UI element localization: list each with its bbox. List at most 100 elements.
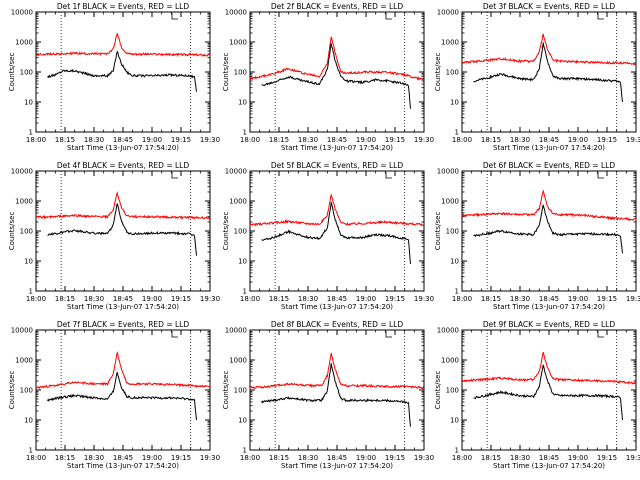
y-tick-label: 10000: [11, 327, 33, 335]
y-tick-label: 100: [20, 228, 33, 236]
x-tick-label: 19:15: [385, 136, 405, 144]
panel-title: Det 5f BLACK = Events, RED = LLD: [271, 161, 404, 170]
y-tick-label: 100: [20, 69, 33, 77]
corner-bracket-mark: [171, 331, 178, 338]
lld-series-line: [249, 352, 425, 390]
y-tick-label: 10000: [225, 327, 247, 335]
y-tick-label: 10000: [225, 168, 247, 176]
x-tick-label: 19:30: [414, 295, 434, 303]
x-tick-label: 18:00: [240, 136, 260, 144]
events-series-line: [261, 201, 411, 264]
events-series-line: [47, 203, 197, 256]
panel-8: Det 8f BLACK = Events, RED = LLD 1 10 100 10…: [222, 320, 434, 470]
x-tick-label: 19:15: [385, 454, 405, 462]
y-axis-label: Counts/sec: [434, 371, 442, 410]
lld-series-line: [35, 351, 211, 390]
panel-title: Det 1f BLACK = Events, RED = LLD: [57, 2, 190, 11]
x-tick-label: 19:00: [568, 295, 588, 303]
events-series-line: [261, 363, 411, 427]
x-tick-label: 19:00: [356, 454, 376, 462]
lld-series-line: [249, 36, 425, 81]
x-tick-label: 18:45: [327, 454, 347, 462]
x-tick-label: 18:30: [298, 295, 318, 303]
x-tick-label: 18:30: [298, 454, 318, 462]
y-axis-label: Counts/sec: [8, 371, 16, 410]
x-tick-label: 18:30: [510, 454, 530, 462]
y-tick-label: 100: [20, 387, 33, 395]
y-tick-label: 10: [24, 258, 33, 266]
x-tick-label: 18:00: [240, 295, 260, 303]
x-axis-label: Start Time (13-Jun-07 17:54:20): [67, 144, 179, 152]
x-tick-label: 18:00: [26, 454, 46, 462]
y-tick-label: 10: [450, 417, 459, 425]
y-tick-label: 10: [238, 417, 247, 425]
lld-series-line: [461, 33, 637, 66]
x-tick-label: 18:45: [113, 295, 133, 303]
plot-frame: [249, 170, 425, 292]
y-tick-label: 10000: [437, 168, 459, 176]
panel-title: Det 8f BLACK = Events, RED = LLD: [271, 320, 404, 329]
plot-frame: [461, 170, 637, 292]
lld-series-line: [35, 191, 211, 220]
y-axis-label: Counts/sec: [434, 53, 442, 92]
x-tick-label: 19:15: [597, 136, 617, 144]
x-tick-label: 19:30: [626, 454, 640, 462]
events-series-line: [47, 371, 197, 421]
x-tick-label: 19:15: [171, 454, 191, 462]
x-tick-label: 19:00: [142, 454, 162, 462]
x-tick-label: 19:00: [142, 136, 162, 144]
y-tick-label: 1000: [229, 39, 247, 47]
y-tick-label: 1000: [229, 198, 247, 206]
y-tick-label: 10000: [437, 9, 459, 17]
x-tick-label: 19:30: [626, 295, 640, 303]
y-axis-label: Counts/sec: [222, 371, 230, 410]
x-tick-label: 18:00: [26, 295, 46, 303]
panel-1: Det 1f BLACK = Events, RED = LLD 1 10 100 10…: [8, 2, 220, 152]
x-axis-label: Start Time (13-Jun-07 17:54:20): [493, 462, 605, 470]
corner-bracket-mark: [597, 13, 604, 20]
corner-bracket-mark: [385, 172, 392, 179]
y-tick-label: 1: [29, 288, 33, 296]
y-tick-label: 1000: [441, 357, 459, 365]
events-series-line: [473, 204, 623, 254]
y-tick-label: 10000: [437, 327, 459, 335]
x-axis-label: Start Time (13-Jun-07 17:54:20): [67, 303, 179, 311]
y-axis-label: Counts/sec: [8, 53, 16, 92]
y-tick-label: 1000: [15, 198, 33, 206]
y-tick-label: 1000: [15, 357, 33, 365]
panel-3: Det 3f BLACK = Events, RED = LLD 1 10 100 10…: [434, 2, 640, 152]
x-tick-label: 18:45: [539, 136, 559, 144]
lld-series-line: [35, 33, 211, 58]
x-tick-label: 18:30: [510, 136, 530, 144]
y-tick-label: 100: [234, 69, 247, 77]
plot-frame: [461, 11, 637, 133]
y-axis-label: Counts/sec: [222, 53, 230, 92]
x-tick-label: 18:15: [55, 454, 75, 462]
x-axis-label: Start Time (13-Jun-07 17:54:20): [281, 144, 393, 152]
x-tick-label: 19:00: [568, 454, 588, 462]
y-tick-label: 1: [243, 288, 247, 296]
x-tick-label: 18:45: [113, 454, 133, 462]
y-tick-label: 100: [446, 387, 459, 395]
events-series-line: [473, 42, 623, 103]
x-tick-label: 18:15: [269, 136, 289, 144]
events-series-line: [261, 43, 411, 109]
x-tick-label: 18:00: [26, 136, 46, 144]
panel-title: Det 3f BLACK = Events, RED = LLD: [483, 2, 616, 11]
x-tick-label: 18:45: [113, 136, 133, 144]
corner-bracket-mark: [171, 13, 178, 20]
y-axis-label: Counts/sec: [222, 212, 230, 251]
x-tick-label: 19:30: [414, 454, 434, 462]
x-tick-label: 18:15: [55, 136, 75, 144]
x-tick-label: 19:30: [200, 454, 220, 462]
x-tick-label: 18:00: [452, 295, 472, 303]
x-tick-label: 18:45: [539, 295, 559, 303]
x-tick-label: 18:00: [452, 454, 472, 462]
x-tick-label: 18:15: [269, 295, 289, 303]
y-tick-label: 1000: [441, 39, 459, 47]
x-tick-label: 18:30: [84, 136, 104, 144]
y-tick-label: 1: [455, 447, 459, 455]
x-tick-label: 19:00: [356, 295, 376, 303]
y-axis-label: Counts/sec: [8, 212, 16, 251]
